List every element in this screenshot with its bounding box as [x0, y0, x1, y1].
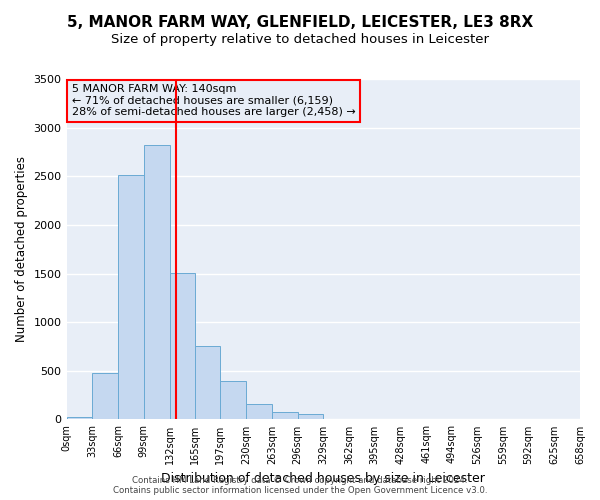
Text: 5 MANOR FARM WAY: 140sqm
← 71% of detached houses are smaller (6,159)
28% of sem: 5 MANOR FARM WAY: 140sqm ← 71% of detach… — [71, 84, 355, 117]
X-axis label: Distribution of detached houses by size in Leicester: Distribution of detached houses by size … — [161, 472, 485, 485]
Bar — [92, 372, 118, 420]
Bar — [170, 272, 195, 420]
Text: Size of property relative to detached houses in Leicester: Size of property relative to detached ho… — [111, 32, 489, 46]
Text: 5, MANOR FARM WAY, GLENFIELD, LEICESTER, LE3 8RX: 5, MANOR FARM WAY, GLENFIELD, LEICESTER,… — [67, 15, 533, 30]
Bar — [298, 414, 323, 420]
Bar — [272, 412, 298, 420]
Bar — [144, 145, 170, 419]
Text: Contains HM Land Registry data © Crown copyright and database right 2024.
Contai: Contains HM Land Registry data © Crown c… — [113, 476, 487, 495]
Bar — [246, 404, 272, 419]
Bar — [220, 380, 246, 420]
Y-axis label: Number of detached properties: Number of detached properties — [15, 156, 28, 342]
Bar — [195, 346, 220, 420]
Bar — [118, 176, 144, 420]
Bar — [67, 418, 92, 420]
